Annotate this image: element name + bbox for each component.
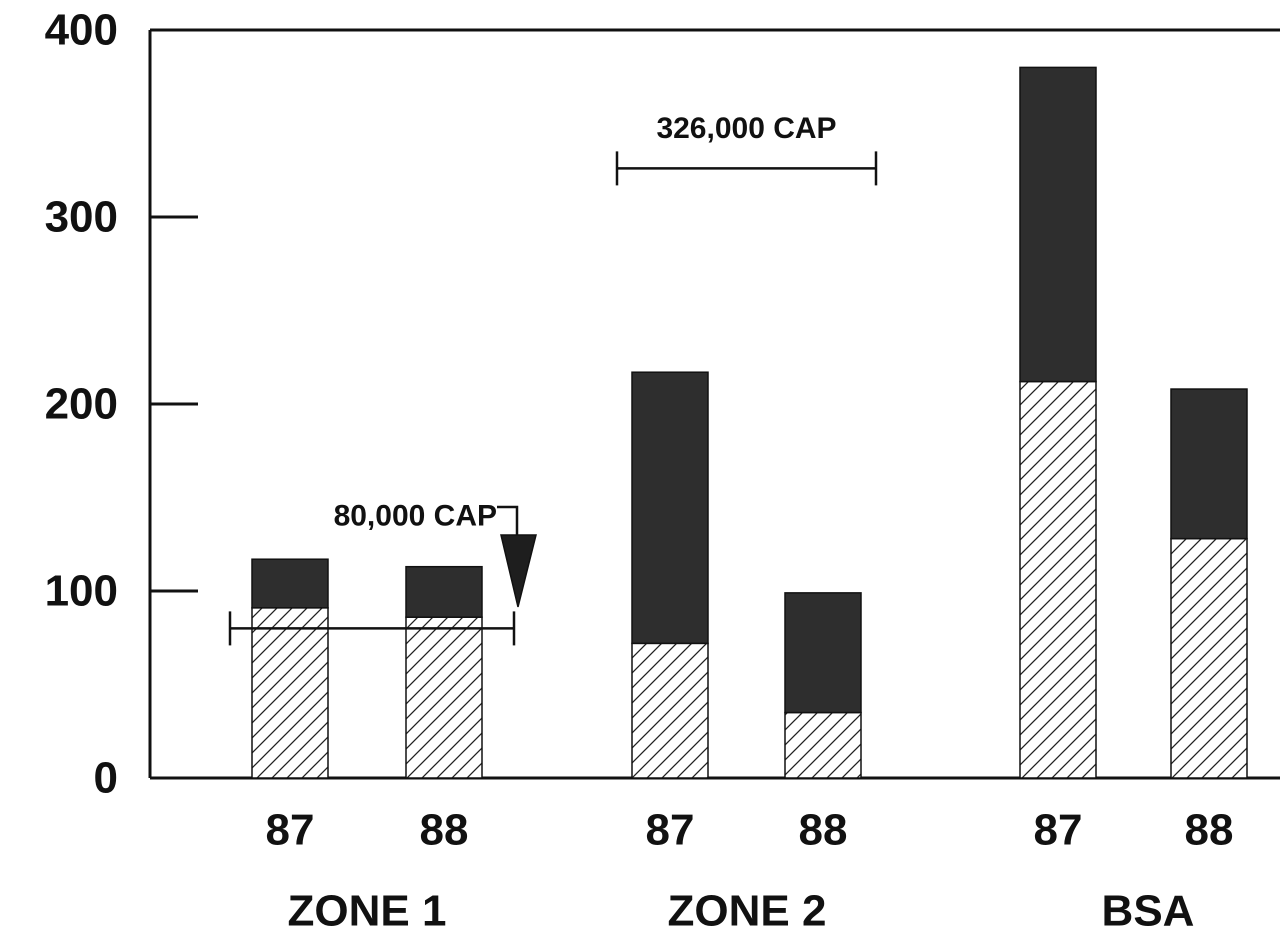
bar-segment-hatched bbox=[631, 642, 709, 779]
bar-segment-solid bbox=[784, 592, 862, 714]
bar-segment-solid bbox=[405, 565, 483, 618]
leader-line bbox=[497, 505, 519, 538]
y-tick-label: 0 bbox=[94, 754, 118, 803]
bar-segment-hatched bbox=[1019, 380, 1097, 779]
y-tick-label: 100 bbox=[45, 567, 118, 616]
group-label: ZONE 1 bbox=[288, 887, 447, 936]
x-tick-label: 88 bbox=[799, 806, 848, 855]
cap-annotation-label: 80,000 CAP bbox=[334, 500, 497, 533]
bar-segment-hatched bbox=[1170, 537, 1248, 779]
bar-segment-hatched bbox=[784, 711, 862, 779]
bar-segment-solid bbox=[631, 371, 709, 645]
x-tick-label: 87 bbox=[266, 806, 315, 855]
down-arrow-icon bbox=[500, 534, 537, 608]
bars bbox=[251, 66, 1248, 779]
bar-segment-hatched bbox=[405, 616, 483, 779]
x-tick-label: 88 bbox=[420, 806, 469, 855]
annotations: 80,000 CAP 326,000 CAP bbox=[228, 112, 878, 646]
group-label: ZONE 2 bbox=[668, 887, 827, 936]
y-tick-label: 300 bbox=[45, 193, 118, 242]
x-tick-label: 88 bbox=[1185, 806, 1234, 855]
bar-segment-solid bbox=[251, 558, 329, 609]
bar-segment-solid bbox=[1170, 388, 1248, 540]
group-label: BSA bbox=[1102, 887, 1195, 936]
y-tick-label: 200 bbox=[45, 380, 118, 429]
y-tick-label: 400 bbox=[45, 6, 118, 55]
y-axis: 0 100 200 300 400 bbox=[45, 6, 198, 803]
cap-annotation-label: 326,000 CAP bbox=[656, 112, 836, 145]
x-tick-label: 87 bbox=[646, 806, 695, 855]
x-tick-label: 87 bbox=[1034, 806, 1083, 855]
x-axis-labels: 87 88 87 88 87 88 ZONE 1 ZONE 2 BSA bbox=[266, 806, 1234, 936]
bar-segment-hatched bbox=[251, 607, 329, 779]
bar-segment-solid bbox=[1019, 66, 1097, 383]
